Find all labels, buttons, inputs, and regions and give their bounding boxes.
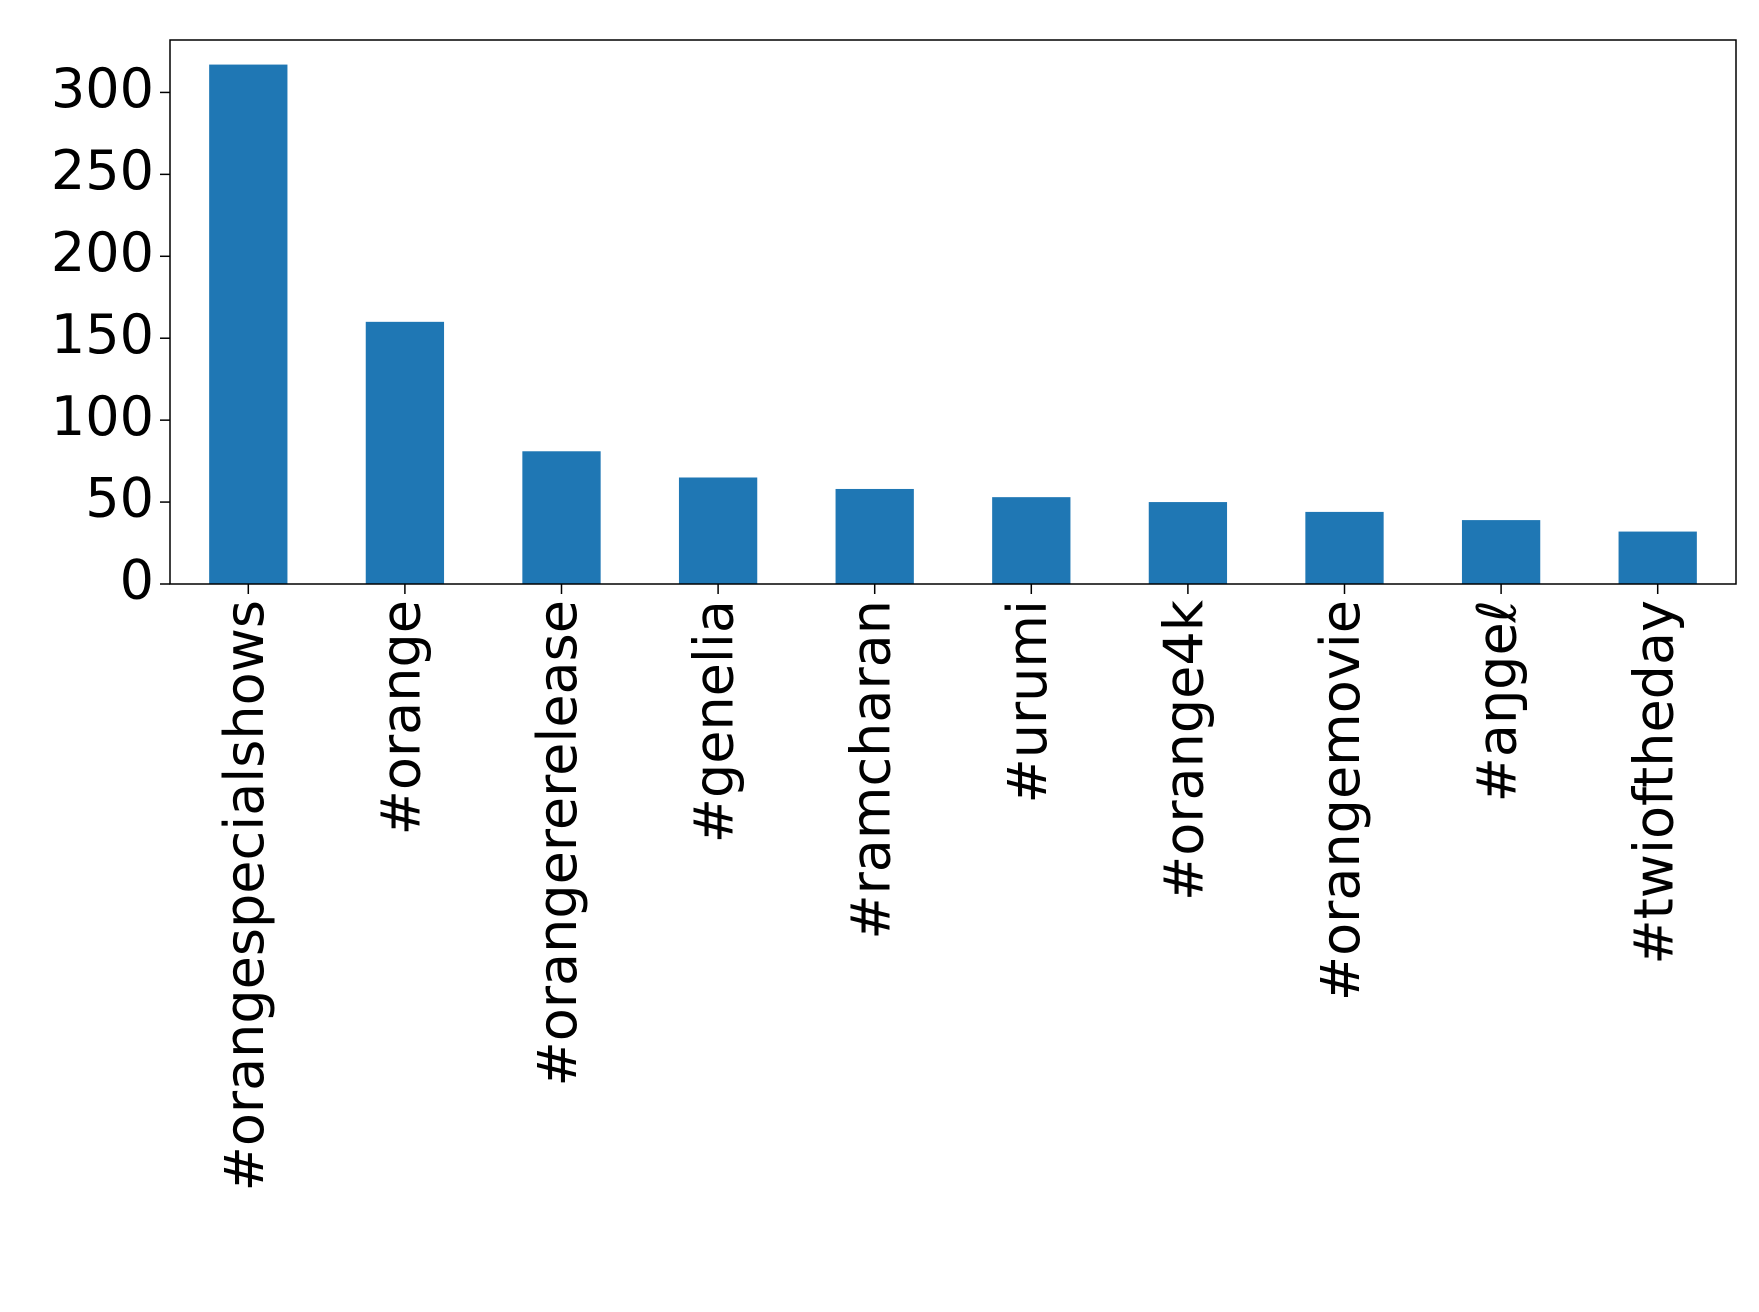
bar	[1618, 531, 1697, 584]
bar	[522, 451, 601, 584]
x-tick-label: #orange4k	[1153, 599, 1216, 901]
x-tick-label: #aŋgeℓ	[1466, 600, 1529, 802]
bar	[1148, 502, 1228, 584]
bar	[678, 477, 758, 584]
plot-frame	[169, 39, 1737, 585]
bar	[209, 64, 288, 585]
x-tick-label: #orangemovie	[1309, 600, 1372, 1001]
x-tick-label: #orangererelease	[526, 600, 589, 1086]
y-tick-label: 250	[51, 139, 154, 202]
y-tick-label: 150	[51, 303, 154, 366]
x-tick-label: #orangespecialshows	[213, 600, 276, 1191]
x-tick-label: #twioftheday	[1622, 600, 1685, 965]
y-tick-label: 100	[51, 385, 154, 448]
bar	[1305, 511, 1384, 584]
y-tick-label: 0	[120, 549, 154, 612]
x-tick-label: #genelia	[683, 600, 746, 843]
x-tick-label: #orange	[370, 600, 433, 835]
x-tick-label: #ramcharan	[839, 600, 902, 940]
y-tick-label: 50	[85, 467, 154, 530]
bar	[1461, 520, 1541, 584]
x-tick-label: #urumi	[996, 600, 1059, 804]
bar	[992, 497, 1071, 584]
bar	[835, 488, 914, 584]
y-tick-label: 200	[51, 221, 154, 284]
y-tick-label: 300	[51, 57, 154, 120]
bar	[365, 321, 445, 584]
